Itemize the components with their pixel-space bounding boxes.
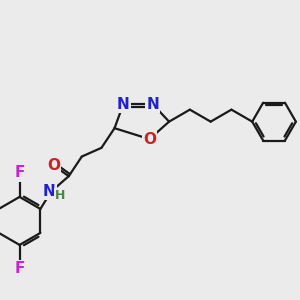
Text: N: N <box>117 97 130 112</box>
Text: O: O <box>143 132 156 147</box>
Text: N: N <box>146 97 159 112</box>
Text: F: F <box>14 165 25 180</box>
Text: H: H <box>55 189 65 202</box>
Text: F: F <box>14 261 25 276</box>
Text: O: O <box>47 158 60 173</box>
Text: N: N <box>43 184 56 199</box>
